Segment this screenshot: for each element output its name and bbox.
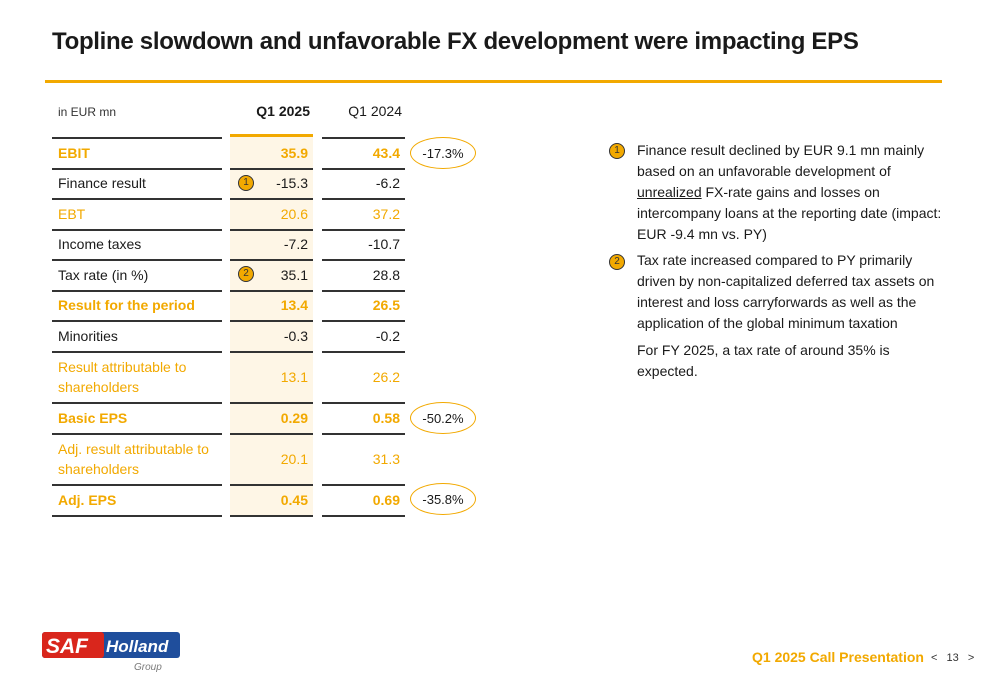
row-separator [52,433,222,435]
presentation-title: Q1 2025 Call Presentation [752,649,924,665]
row-label: Adj. result attributable to shareholders [58,441,209,477]
row-separator [322,259,405,261]
row-label: Result attributable to shareholders [58,359,187,395]
note-1-text-b: FX-rate gains and losses on intercompany… [637,184,942,242]
row-separator [230,320,313,322]
value-q1-2025: 35.9 [280,145,308,161]
row-label: Minorities [58,328,118,344]
page-navigator: < 13 > [928,652,977,664]
q1-2025-column-top-bar [230,134,313,137]
change-badge-adj-eps: -35.8% [410,483,476,515]
value-q1-2025: 35.1 [280,267,308,283]
row-separator [322,351,405,353]
value-q1-2024: 31.3 [372,451,400,467]
value-q1-2024: -6.2 [375,175,400,191]
note-finance-result: Finance result declined by EUR 9.1 mn ma… [637,140,947,245]
row-label: EBIT [58,145,90,161]
row-separator [322,290,405,292]
column-header-q1-2025: Q1 2025 [256,103,310,119]
value-q1-2024: 28.8 [372,267,400,283]
row-separator [230,351,313,353]
row-separator [52,137,222,139]
row-separator [322,137,405,139]
page-title: Topline slowdown and unfavorable FX deve… [52,28,859,55]
logo-text-saf: SAF [46,635,89,658]
row-separator [322,168,405,170]
row-separator [230,515,313,517]
value-q1-2025: 0.45 [280,492,308,508]
row-separator [52,168,222,170]
value-q1-2025: -0.3 [283,328,308,344]
value-q1-2025: -15.3 [276,175,308,191]
column-header-q1-2024: Q1 2024 [348,103,402,119]
title-divider [45,80,942,83]
row-separator [230,229,313,231]
row-label: Basic EPS [58,410,128,426]
page-number: 13 [946,652,959,664]
previous-page-button[interactable]: < [931,652,938,664]
row-separator [230,433,313,435]
row-separator [230,484,313,486]
unit-label: in EUR mn [58,105,117,119]
value-q1-2024: 37.2 [372,206,400,222]
row-separator [52,402,222,404]
row-separator [52,229,222,231]
row-label: Tax rate (in %) [58,267,149,283]
row-separator [52,484,222,486]
value-q1-2024: 0.69 [372,492,400,508]
value-q1-2025: 13.1 [280,369,308,385]
row-label: Income taxes [58,236,142,252]
value-q1-2025: 0.29 [280,410,308,426]
value-q1-2024: 26.5 [372,297,400,313]
row-separator [52,351,222,353]
note-tax-rate: Tax rate increased compared to PY primar… [637,252,935,331]
note-marker-1: 1 [609,143,625,159]
row-separator [322,320,405,322]
row-separator [52,198,222,200]
q1-2025-column-highlight [230,137,313,515]
value-q1-2024: -0.2 [375,328,400,344]
row-separator [52,259,222,261]
saf-holland-logo: SAF Holland Group [42,632,180,673]
next-page-button[interactable]: > [967,652,975,664]
note-marker-2: 2 [609,254,625,270]
value-q1-2025: 13.4 [280,297,308,313]
value-q1-2025: -7.2 [283,236,308,252]
row-separator [322,433,405,435]
row-separator [322,515,405,517]
logo-text-holland: Holland [106,637,169,656]
value-q1-2024: 0.58 [372,410,400,426]
row-separator [230,259,313,261]
row-separator [52,515,222,517]
footnote-marker-1: 1 [238,175,254,191]
row-separator [322,198,405,200]
row-separator [230,168,313,170]
row-label: Adj. EPS [58,492,117,508]
row-separator [230,290,313,292]
note-1-text-a: Finance result declined by EUR 9.1 mn ma… [637,142,925,179]
row-separator [52,290,222,292]
value-q1-2024: -10.7 [368,236,400,252]
value-q1-2024: 26.2 [372,369,400,385]
row-separator [230,402,313,404]
logo-text-group: Group [134,662,162,673]
row-separator [322,402,405,404]
change-badge-basic-eps: -50.2% [410,402,476,434]
row-separator [230,198,313,200]
value-q1-2025: 20.6 [280,206,308,222]
row-label: EBT [58,206,86,222]
row-separator [322,229,405,231]
row-label: Result for the period [58,297,195,313]
change-badge-ebit: -17.3% [410,137,476,169]
note-tax-outlook: For FY 2025, a tax rate of around 35% is… [637,342,890,379]
value-q1-2025: 20.1 [280,451,308,467]
note-1-underlined-term: unrealized [637,184,702,200]
row-separator [52,320,222,322]
footnote-marker-2: 2 [238,266,254,282]
row-label: Finance result [58,175,146,191]
row-separator [322,484,405,486]
value-q1-2024: 43.4 [372,145,400,161]
logo-red-band [42,632,104,658]
